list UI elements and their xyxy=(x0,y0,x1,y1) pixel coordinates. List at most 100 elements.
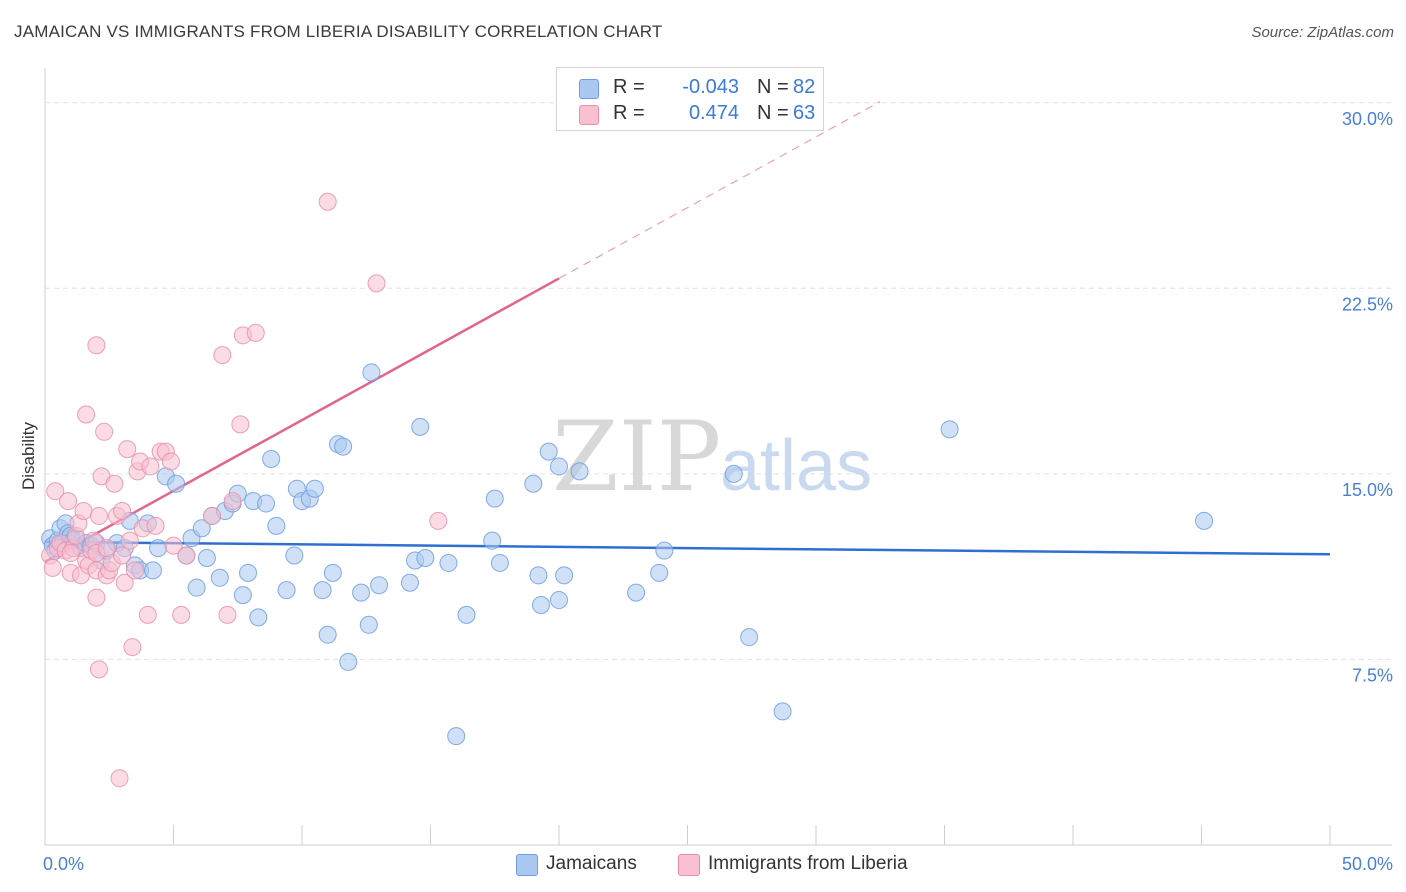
data-point-liberia xyxy=(118,440,137,459)
data-point-jamaicans xyxy=(305,479,324,498)
data-point-jamaicans xyxy=(724,464,743,483)
y-axis-label: Disability xyxy=(19,421,38,490)
data-point-liberia xyxy=(213,346,232,365)
data-point-jamaicans xyxy=(655,541,674,560)
data-point-liberia xyxy=(367,274,386,293)
data-point-jamaicans xyxy=(416,548,435,567)
data-point-liberia xyxy=(141,457,160,476)
bottom-legend-swatch-liberia xyxy=(678,854,700,876)
data-point-jamaicans xyxy=(362,363,381,382)
data-point-jamaicans xyxy=(277,581,296,600)
legend-r-label: R = xyxy=(613,102,645,124)
bottom-legend-swatch-jamaicans xyxy=(516,854,538,876)
x-tick-label: 50.0% xyxy=(1342,854,1393,874)
data-point-liberia xyxy=(223,492,242,511)
data-point-jamaicans xyxy=(313,581,332,600)
data-point-jamaicans xyxy=(1195,511,1214,530)
data-point-liberia xyxy=(113,501,132,520)
data-point-jamaicans xyxy=(490,553,509,572)
data-point-jamaicans xyxy=(192,519,211,538)
y-tick-label: 7.5% xyxy=(1352,666,1393,686)
trendline-liberia xyxy=(558,100,881,279)
data-point-jamaicans xyxy=(570,462,589,481)
data-point-liberia xyxy=(146,516,165,535)
data-point-jamaicans xyxy=(167,474,186,493)
data-point-jamaicans xyxy=(529,566,548,585)
data-point-liberia xyxy=(77,405,96,424)
data-point-jamaicans xyxy=(940,420,959,439)
data-point-liberia xyxy=(177,546,196,565)
data-point-jamaicans xyxy=(524,474,543,493)
legend-r-value: -0.043 xyxy=(682,76,739,98)
legend-n-value: 63 xyxy=(793,102,816,124)
data-point-jamaicans xyxy=(539,442,558,461)
data-point-jamaicans xyxy=(352,583,371,602)
data-point-liberia xyxy=(218,605,237,624)
data-point-jamaicans xyxy=(239,563,258,582)
data-point-liberia xyxy=(429,511,448,530)
data-point-jamaicans xyxy=(457,605,476,624)
data-point-jamaicans xyxy=(370,576,389,595)
data-point-liberia xyxy=(43,558,62,577)
data-point-liberia xyxy=(203,506,222,525)
data-point-liberia xyxy=(89,660,108,679)
correlation-legend: R = -0.043 N = 82 R = 0.474 N = 63 xyxy=(556,67,824,131)
data-point-jamaicans xyxy=(447,727,466,746)
data-point-liberia xyxy=(138,605,157,624)
legend-swatch-jamaicans xyxy=(579,79,599,99)
data-point-jamaicans xyxy=(359,615,378,634)
data-point-jamaicans xyxy=(411,417,430,436)
data-point-liberia xyxy=(46,482,65,501)
data-point-liberia xyxy=(123,638,142,657)
data-point-jamaicans xyxy=(334,437,353,456)
data-point-jamaicans xyxy=(550,591,568,610)
source-credit: Source: ZipAtlas.com xyxy=(1251,24,1394,41)
bottom-legend-label: Jamaicans xyxy=(546,853,637,874)
y-tick-label: 30.0% xyxy=(1342,109,1393,129)
data-point-jamaicans xyxy=(249,608,268,627)
data-point-jamaicans xyxy=(323,563,342,582)
data-point-liberia xyxy=(74,501,93,520)
data-point-liberia xyxy=(164,536,183,555)
data-point-liberia xyxy=(161,452,180,471)
y-tick-label: 15.0% xyxy=(1342,480,1393,500)
trendline-jamaicans xyxy=(44,540,1331,556)
data-point-jamaicans xyxy=(262,450,281,469)
data-point-liberia xyxy=(231,415,250,434)
data-point-jamaicans xyxy=(187,578,206,597)
legend-r-label: R = xyxy=(613,76,645,98)
data-point-liberia xyxy=(95,422,114,441)
data-point-liberia xyxy=(246,323,265,342)
data-point-jamaicans xyxy=(143,561,162,580)
legend-swatch-liberia xyxy=(579,105,599,125)
data-point-jamaicans xyxy=(267,516,286,535)
data-point-jamaicans xyxy=(485,489,504,508)
data-point-liberia xyxy=(120,531,139,550)
data-point-liberia xyxy=(115,573,134,592)
data-point-jamaicans xyxy=(210,568,229,587)
data-point-jamaicans xyxy=(339,652,358,671)
data-point-jamaicans xyxy=(257,494,276,513)
y-tick-label: 22.5% xyxy=(1342,295,1393,315)
data-point-liberia xyxy=(89,506,108,525)
data-point-liberia xyxy=(110,769,129,788)
tick-labels-layer: 7.5% 15.0% 22.5% 30.0% 0.0% 50.0% xyxy=(43,109,1393,874)
data-point-jamaicans xyxy=(285,546,304,565)
data-point-liberia xyxy=(87,336,106,355)
data-point-jamaicans xyxy=(550,457,568,476)
data-point-jamaicans xyxy=(555,566,574,585)
legend-n-label: N = xyxy=(757,102,789,124)
data-point-jamaicans xyxy=(627,583,646,602)
data-point-jamaicans xyxy=(740,628,759,647)
legend-n-label: N = xyxy=(757,76,789,98)
data-point-liberia xyxy=(113,546,132,565)
data-point-jamaicans xyxy=(149,539,168,558)
watermark-atlas: atlas xyxy=(720,426,872,506)
data-point-liberia xyxy=(87,588,106,607)
data-point-liberia xyxy=(318,192,337,211)
data-point-jamaicans xyxy=(532,596,551,615)
watermark-zip: ZIP xyxy=(552,401,721,513)
data-point-liberia xyxy=(105,474,124,493)
data-point-liberia xyxy=(61,544,80,563)
data-point-jamaicans xyxy=(650,563,669,582)
